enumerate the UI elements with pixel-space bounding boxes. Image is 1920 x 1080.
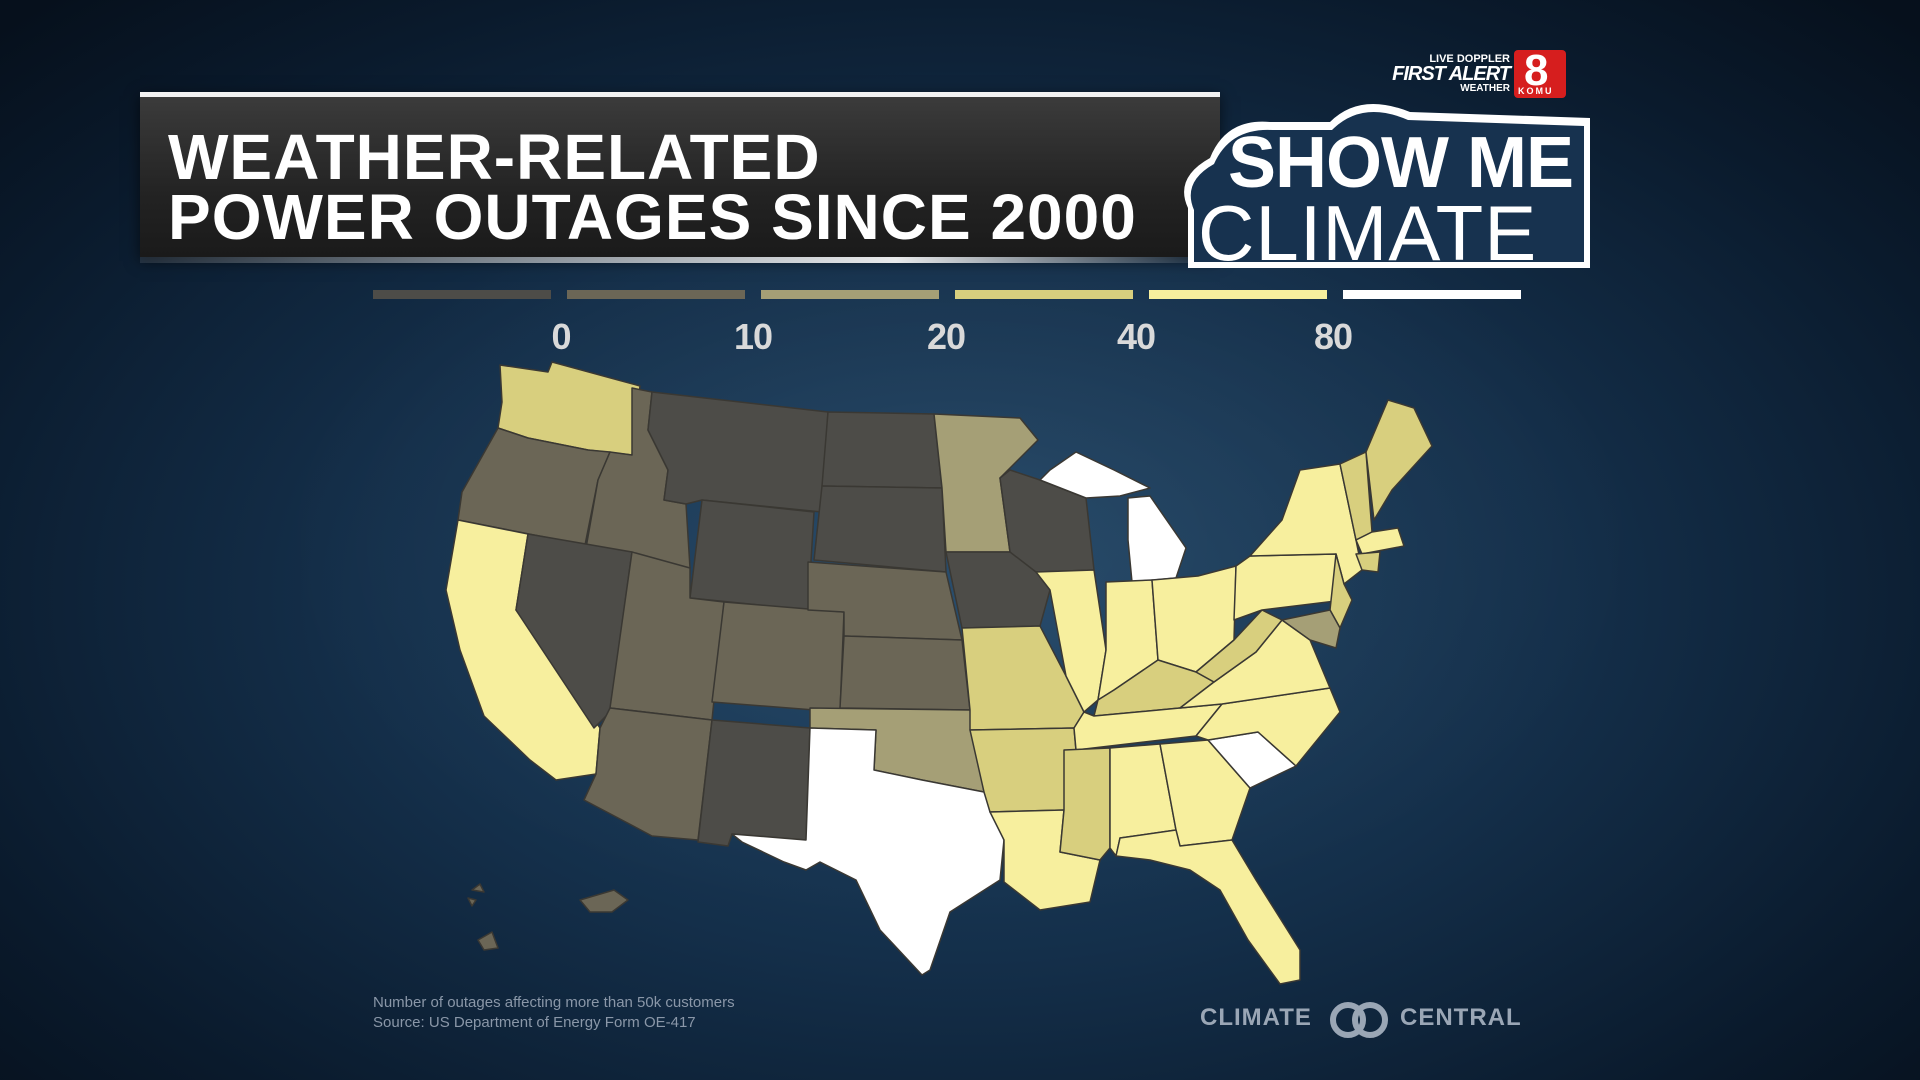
climate-text: CLIMATE bbox=[1198, 189, 1538, 277]
state-montana bbox=[647, 391, 829, 513]
state-colorado bbox=[711, 601, 845, 713]
state-south-dakota bbox=[813, 485, 947, 573]
state-texas bbox=[731, 727, 1005, 976]
cloud-badge-icon bbox=[1184, 104, 1590, 268]
station-logo: LIVE DOPPLER FIRST ALERT WEATHER 8 KOMU bbox=[1380, 46, 1566, 100]
state-maryland bbox=[1281, 609, 1341, 649]
title-banner: WEATHER-RELATED POWER OUTAGES SINCE 2000 bbox=[140, 92, 1220, 263]
state-michigan-upper bbox=[1039, 451, 1151, 499]
state-arizona bbox=[583, 707, 713, 841]
state-new-jersey bbox=[1329, 553, 1353, 629]
state-maine bbox=[1365, 399, 1433, 521]
footnote: Number of outages affecting more than 50… bbox=[373, 993, 735, 1033]
legend-swatch-4 bbox=[955, 290, 1133, 299]
footnote-source: Source: US Department of Energy Form OE-… bbox=[373, 1014, 696, 1031]
state-illinois bbox=[1035, 569, 1107, 713]
footnote-description: Number of outages affecting more than 50… bbox=[373, 994, 735, 1011]
state-kansas bbox=[839, 635, 971, 711]
page-title-line-1: WEATHER-RELATED bbox=[168, 121, 821, 193]
legend-tick-20: 20 bbox=[926, 316, 966, 357]
legend-tick-40: 40 bbox=[1116, 316, 1156, 357]
legend: 0 10 20 40 80 bbox=[373, 290, 1523, 360]
state-alaska bbox=[579, 889, 629, 913]
climate-central-rings-icon bbox=[1330, 1002, 1388, 1038]
state-massachusetts bbox=[1355, 527, 1405, 555]
state-wyoming bbox=[689, 499, 815, 611]
first-alert-text: FIRST ALERT bbox=[1392, 63, 1511, 85]
legend-swatch-1 bbox=[373, 290, 551, 299]
legend-tick-0: 0 bbox=[551, 316, 571, 357]
state-nevada bbox=[515, 533, 633, 729]
live-doppler-text: LIVE DOPPLER bbox=[1429, 53, 1510, 65]
weather-text: WEATHER bbox=[1460, 83, 1510, 94]
state-hawaii bbox=[467, 883, 499, 951]
call-sign: KOMU bbox=[1518, 86, 1554, 96]
show-me-text: SHOW ME bbox=[1228, 123, 1574, 203]
show-me-climate-logo: SHOW ME CLIMATE bbox=[1170, 88, 1590, 277]
channel-number: 8 bbox=[1524, 46, 1549, 95]
state-michigan-lower bbox=[1127, 495, 1187, 583]
climate-central-right-text: CENTRAL bbox=[1400, 1004, 1522, 1031]
channel-8-logo-icon: 8 KOMU bbox=[1514, 46, 1566, 98]
state-connecticut bbox=[1355, 551, 1381, 573]
legend-swatch-5 bbox=[1149, 290, 1327, 299]
state-new-mexico bbox=[697, 719, 811, 847]
state-arkansas bbox=[969, 727, 1077, 813]
legend-tick-10: 10 bbox=[733, 316, 773, 357]
state-mississippi bbox=[1059, 747, 1111, 861]
legend-tick-80: 80 bbox=[1313, 316, 1353, 357]
climate-central-left-text: CLIMATE bbox=[1200, 1004, 1312, 1031]
page-title-line-2: POWER OUTAGES SINCE 2000 bbox=[168, 181, 1137, 253]
legend-swatch-2 bbox=[567, 290, 745, 299]
state-north-dakota bbox=[821, 411, 943, 489]
legend-swatch-3 bbox=[761, 290, 939, 299]
climate-central-logo: CLIMATE CENTRAL bbox=[1200, 1000, 1530, 1040]
legend-swatch-6 bbox=[1343, 290, 1521, 299]
state-florida bbox=[1115, 829, 1301, 985]
